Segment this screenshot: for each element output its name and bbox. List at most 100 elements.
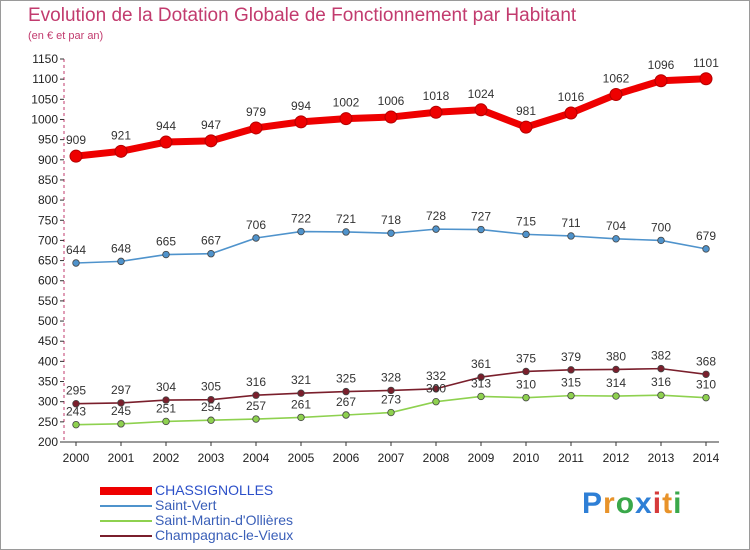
x-tick-label: 2010 [513,451,540,465]
data-point [159,135,173,149]
data-label: 321 [291,373,311,387]
y-tick-label: 300 [38,395,58,409]
data-label: 257 [246,399,266,413]
data-point [387,229,395,237]
x-tick-label: 2003 [198,451,225,465]
data-label: 721 [336,212,356,226]
data-label: 947 [201,118,221,132]
data-label: 310 [516,378,536,392]
data-point [657,391,665,399]
data-point [204,134,218,148]
data-point [342,387,350,396]
data-label: 1101 [693,56,719,70]
x-tick-label: 2012 [603,451,630,465]
data-label: 644 [66,243,86,257]
data-label: 254 [201,400,221,414]
data-label: 297 [111,383,131,397]
data-point [339,112,353,126]
data-label: 300 [426,382,446,396]
data-point [252,234,260,242]
data-label: 315 [561,376,581,390]
data-point [162,396,170,404]
y-tick-label: 950 [38,133,58,147]
x-tick-label: 2002 [153,451,180,465]
data-point [297,413,305,422]
data-label: 368 [696,354,716,368]
data-label: 273 [381,393,401,407]
y-tick-label: 250 [38,415,58,429]
data-label: 310 [696,378,716,392]
data-point [432,225,440,233]
legend-label: CHASSIGNOLLES [155,482,274,498]
logo-letter: x [635,487,653,520]
data-label: 700 [651,220,671,234]
data-label: 944 [156,119,176,133]
data-label: 1002 [333,96,360,110]
x-tick-label: 2008 [423,451,450,465]
data-point [252,415,260,423]
data-point [384,110,398,124]
data-point [207,395,215,404]
legend-label: Champagnac-le-Vieux [155,527,294,543]
data-point [297,227,305,236]
axes: 200 250 300 350 400 450 500 550 600 650 700 750 800 8… [31,52,719,465]
logo-text: Proxiti [582,487,682,520]
y-tick-label: 550 [38,294,58,308]
data-point [72,420,80,429]
data-point [519,120,533,134]
x-tick-label: 2014 [693,451,720,465]
data-point [207,416,215,424]
legend-swatch [100,505,152,507]
data-point [564,106,578,120]
x-tick-label: 2006 [333,451,360,465]
data-point [567,366,575,374]
y-tick-label: 850 [38,173,58,187]
y-tick-label: 600 [38,274,58,288]
data-point [567,232,575,240]
y-tick-label: 1000 [31,112,58,126]
data-label: 711 [561,216,580,230]
data-point [612,235,620,243]
data-point [657,364,665,373]
data-point [432,397,440,406]
data-point [477,392,485,401]
data-label: 304 [156,380,176,394]
legend-swatch [100,520,152,522]
data-label: 727 [471,210,491,224]
data-point [477,225,485,234]
data-label-layer: 295 297 304 305 316 321 325 328 332 361 375 379 380 3… [66,56,719,419]
data-point [249,121,263,135]
y-tick-label: 900 [38,153,58,167]
data-label: 379 [561,350,581,364]
data-point [654,74,668,88]
series-layer [69,72,713,429]
data-label: 316 [651,375,671,389]
data-label: 380 [606,349,626,363]
y-tick-label: 1050 [31,92,58,106]
data-label: 1006 [378,94,405,108]
data-label: 305 [201,380,221,394]
data-point [522,367,530,376]
chart-title: Evolution de la Dotation Globale de Fonc… [28,5,577,26]
y-tick-label: 650 [38,254,58,268]
y-tick-label: 500 [38,314,58,328]
data-label: 314 [606,376,626,390]
data-point [252,391,260,399]
data-point [117,257,125,266]
logo-letter: P [582,487,604,520]
chart-subtitle: (en € et par an) [28,30,104,42]
data-point [72,400,80,408]
data-label: 909 [66,133,86,147]
legend-swatch [100,535,152,537]
x-tick-label: 2011 [558,451,584,465]
data-label: 979 [246,105,266,119]
x-tick-label: 2013 [648,451,675,465]
data-point [162,417,170,426]
x-tick-label: 2000 [63,451,90,465]
y-tick-label: 800 [38,193,58,207]
x-tick-label: 2004 [243,451,270,465]
logo-letter: i [673,487,683,520]
logo-letter: i [652,487,663,520]
data-label: 1096 [648,58,675,72]
data-point [702,393,710,402]
